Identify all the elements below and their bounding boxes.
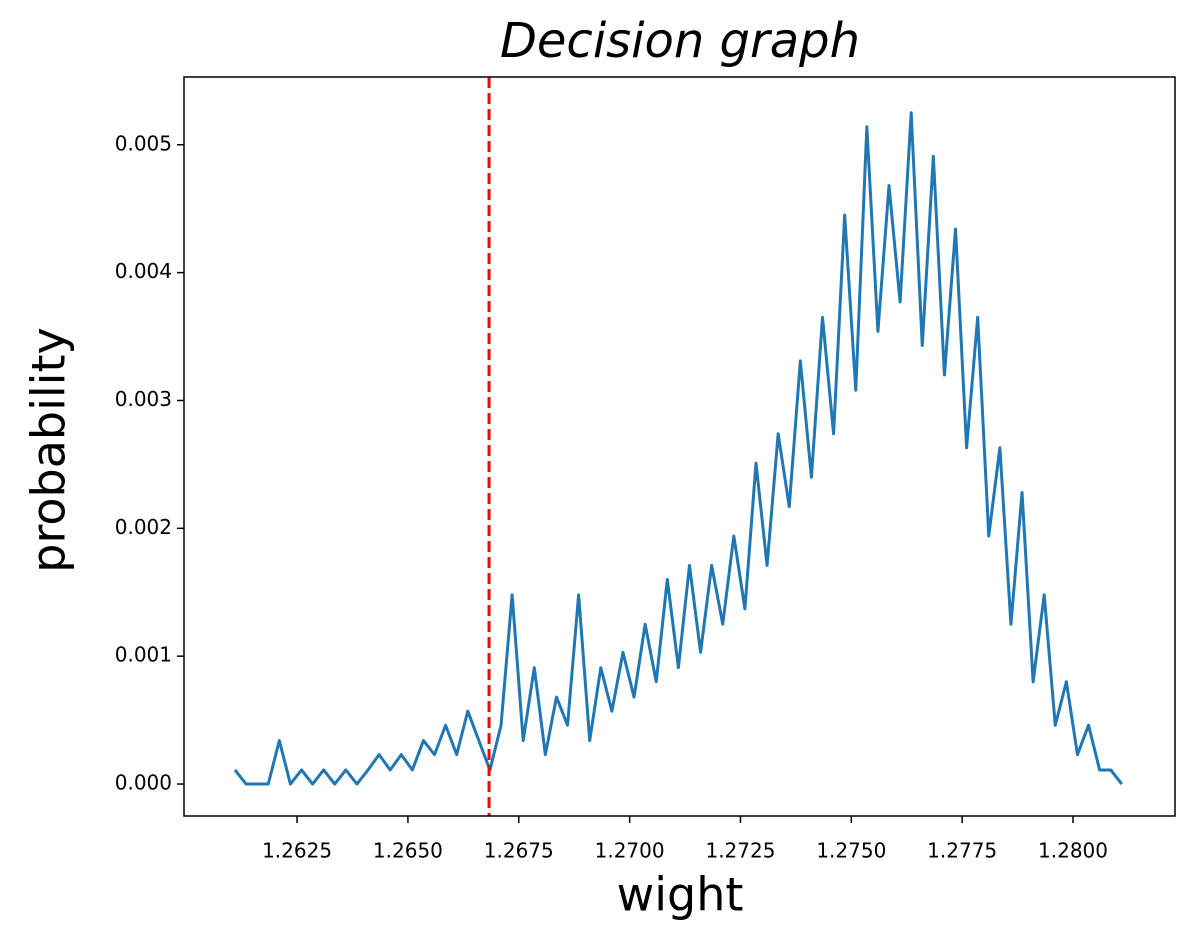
x-tick-label: 1.2775 (927, 839, 997, 863)
chart-title: Decision graph (500, 13, 860, 69)
plot-frame (183, 76, 1176, 817)
x-tick-label: 1.2800 (1038, 839, 1108, 863)
x-tick-label: 1.2675 (484, 839, 554, 863)
x-tick-label: 1.2725 (705, 839, 775, 863)
x-tick-label: 1.2650 (373, 839, 443, 863)
y-tick-label: 0.003 (115, 387, 172, 411)
x-tick-label: 1.2700 (595, 839, 665, 863)
y-tick-label: 0.004 (115, 259, 172, 283)
data-line (233, 111, 1123, 786)
x-tick-label: 1.2750 (816, 839, 886, 863)
y-tick-label: 0.002 (115, 515, 172, 539)
y-tick-label: 0.005 (115, 131, 172, 155)
y-tick-label: 0.000 (115, 771, 172, 795)
x-axis-label: wight (617, 868, 744, 922)
x-tick-label: 1.2625 (262, 839, 332, 863)
y-tick-label: 0.001 (115, 643, 172, 667)
y-axis-label: probability (22, 327, 76, 572)
